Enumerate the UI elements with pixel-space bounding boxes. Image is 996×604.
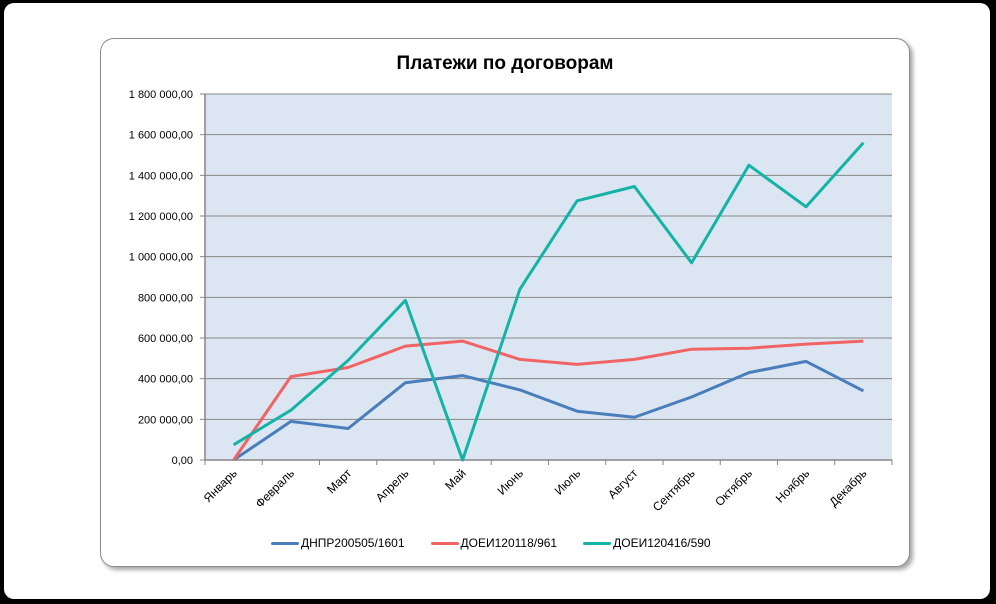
x-tick-label: Июнь [495, 466, 526, 497]
x-tick-label: Август [605, 466, 641, 502]
y-tick-label: 1 000 000,00 [129, 252, 193, 264]
x-tick-label: Апрель [373, 466, 412, 505]
x-tick-label: Март [324, 466, 355, 497]
legend-item[interactable]: ДОЕИ120118/961 [430, 536, 558, 550]
x-tick-label: Октябрь [712, 466, 755, 509]
y-tick-label: 600 000,00 [138, 333, 193, 345]
chart-plot: 0,00 200 000,00 400 000,00 600 000,00 800 00… [129, 89, 893, 514]
y-tick-label: 1 200 000,00 [129, 211, 193, 223]
x-tick-label: Сентябрь [650, 466, 698, 514]
x-tick-label: Январь [201, 466, 240, 505]
legend-swatch-icon [430, 541, 459, 545]
legend-swatch-icon [583, 541, 612, 545]
y-tick-label: 200 000,00 [138, 414, 193, 426]
legend-label: ДОЕИ120118/961 [460, 536, 558, 550]
plot-area [205, 94, 892, 460]
series-line[interactable] [232, 359, 865, 462]
x-tick-label: Декабрь [827, 466, 870, 509]
y-tick-label: 0,00 [172, 455, 193, 467]
series-line[interactable] [232, 141, 865, 462]
legend-label: ДНПР200505/1601 [301, 536, 405, 550]
y-tick-label: 1 600 000,00 [129, 130, 193, 142]
legend-item[interactable]: ДОЕИ120416/590 [583, 536, 711, 550]
x-tick-label: Май [442, 466, 469, 493]
y-tick-label: 1 800 000,00 [129, 89, 193, 101]
x-tick-label: Февраль [253, 466, 297, 510]
y-tick-label: 800 000,00 [138, 292, 193, 304]
x-tick-label: Ноябрь [773, 466, 812, 505]
legend-swatch-icon [271, 541, 299, 545]
x-tick-label: Июль [552, 466, 584, 498]
chart-legend: ДНПР200505/1601 ДОЕИ120118/961 ДОЕИ120416/… [271, 536, 711, 550]
chart-title: Платежи по договорам [396, 53, 614, 74]
legend-label: ДОЕИ120416/590 [613, 536, 711, 550]
window-frame: Платежи по договорам 0,00 200 000,00 400 0… [4, 3, 990, 599]
y-tick-label: 1 400 000,00 [129, 170, 193, 182]
y-tick-label: 400 000,00 [138, 374, 193, 386]
chart-container[interactable]: Платежи по договорам 0,00 200 000,00 400 0… [100, 38, 910, 567]
legend-item[interactable]: ДНПР200505/1601 [271, 536, 405, 550]
